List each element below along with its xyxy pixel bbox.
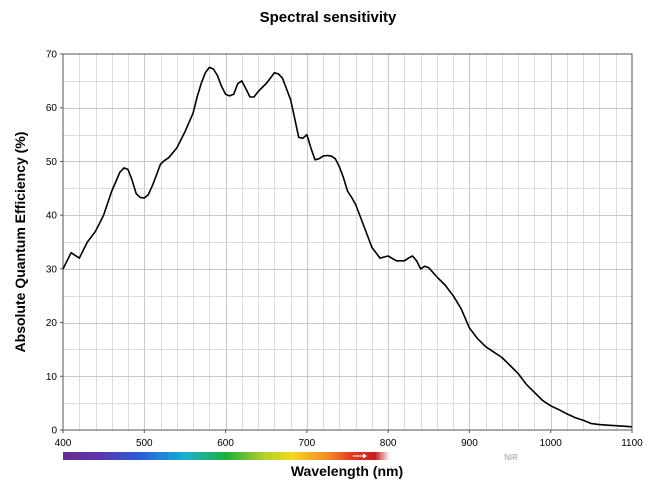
y-tick-label: 60 xyxy=(46,103,58,114)
nir-label: NIR xyxy=(504,453,518,462)
y-axis-ticks: 0 10 20 30 40 50 60 70 xyxy=(46,50,63,437)
x-tick-label: 700 xyxy=(299,438,316,449)
visible-spectrum-bar xyxy=(63,452,390,460)
nir-arrow-icon xyxy=(353,453,367,459)
y-tick-label: 20 xyxy=(46,318,58,329)
x-tick-label: 1100 xyxy=(621,438,643,449)
x-tick-label: 500 xyxy=(136,438,153,449)
y-tick-label: 10 xyxy=(46,372,58,383)
x-axis-label: Wavelength (nm) xyxy=(291,463,403,479)
y-tick-label: 50 xyxy=(46,157,58,168)
x-tick-label: 800 xyxy=(380,438,397,449)
y-tick-label: 0 xyxy=(51,426,57,437)
x-axis-ticks: 400 500 600 700 800 900 1000 1100 xyxy=(55,430,643,449)
x-tick-label: 400 xyxy=(55,438,72,449)
y-tick-label: 40 xyxy=(46,211,58,222)
plot-frame xyxy=(62,53,633,431)
y-tick-label: 30 xyxy=(46,264,58,275)
y-tick-label: 70 xyxy=(46,50,58,61)
grid xyxy=(63,54,632,430)
chart-title: Spectral sensitivity xyxy=(260,9,397,26)
qe-curve xyxy=(62,66,633,428)
x-tick-label: 1000 xyxy=(540,438,563,449)
y-axis-label: Absolute Quantum Efficiency (%) xyxy=(12,132,28,353)
x-tick-label: 600 xyxy=(217,438,234,449)
x-tick-label: 900 xyxy=(461,438,478,449)
